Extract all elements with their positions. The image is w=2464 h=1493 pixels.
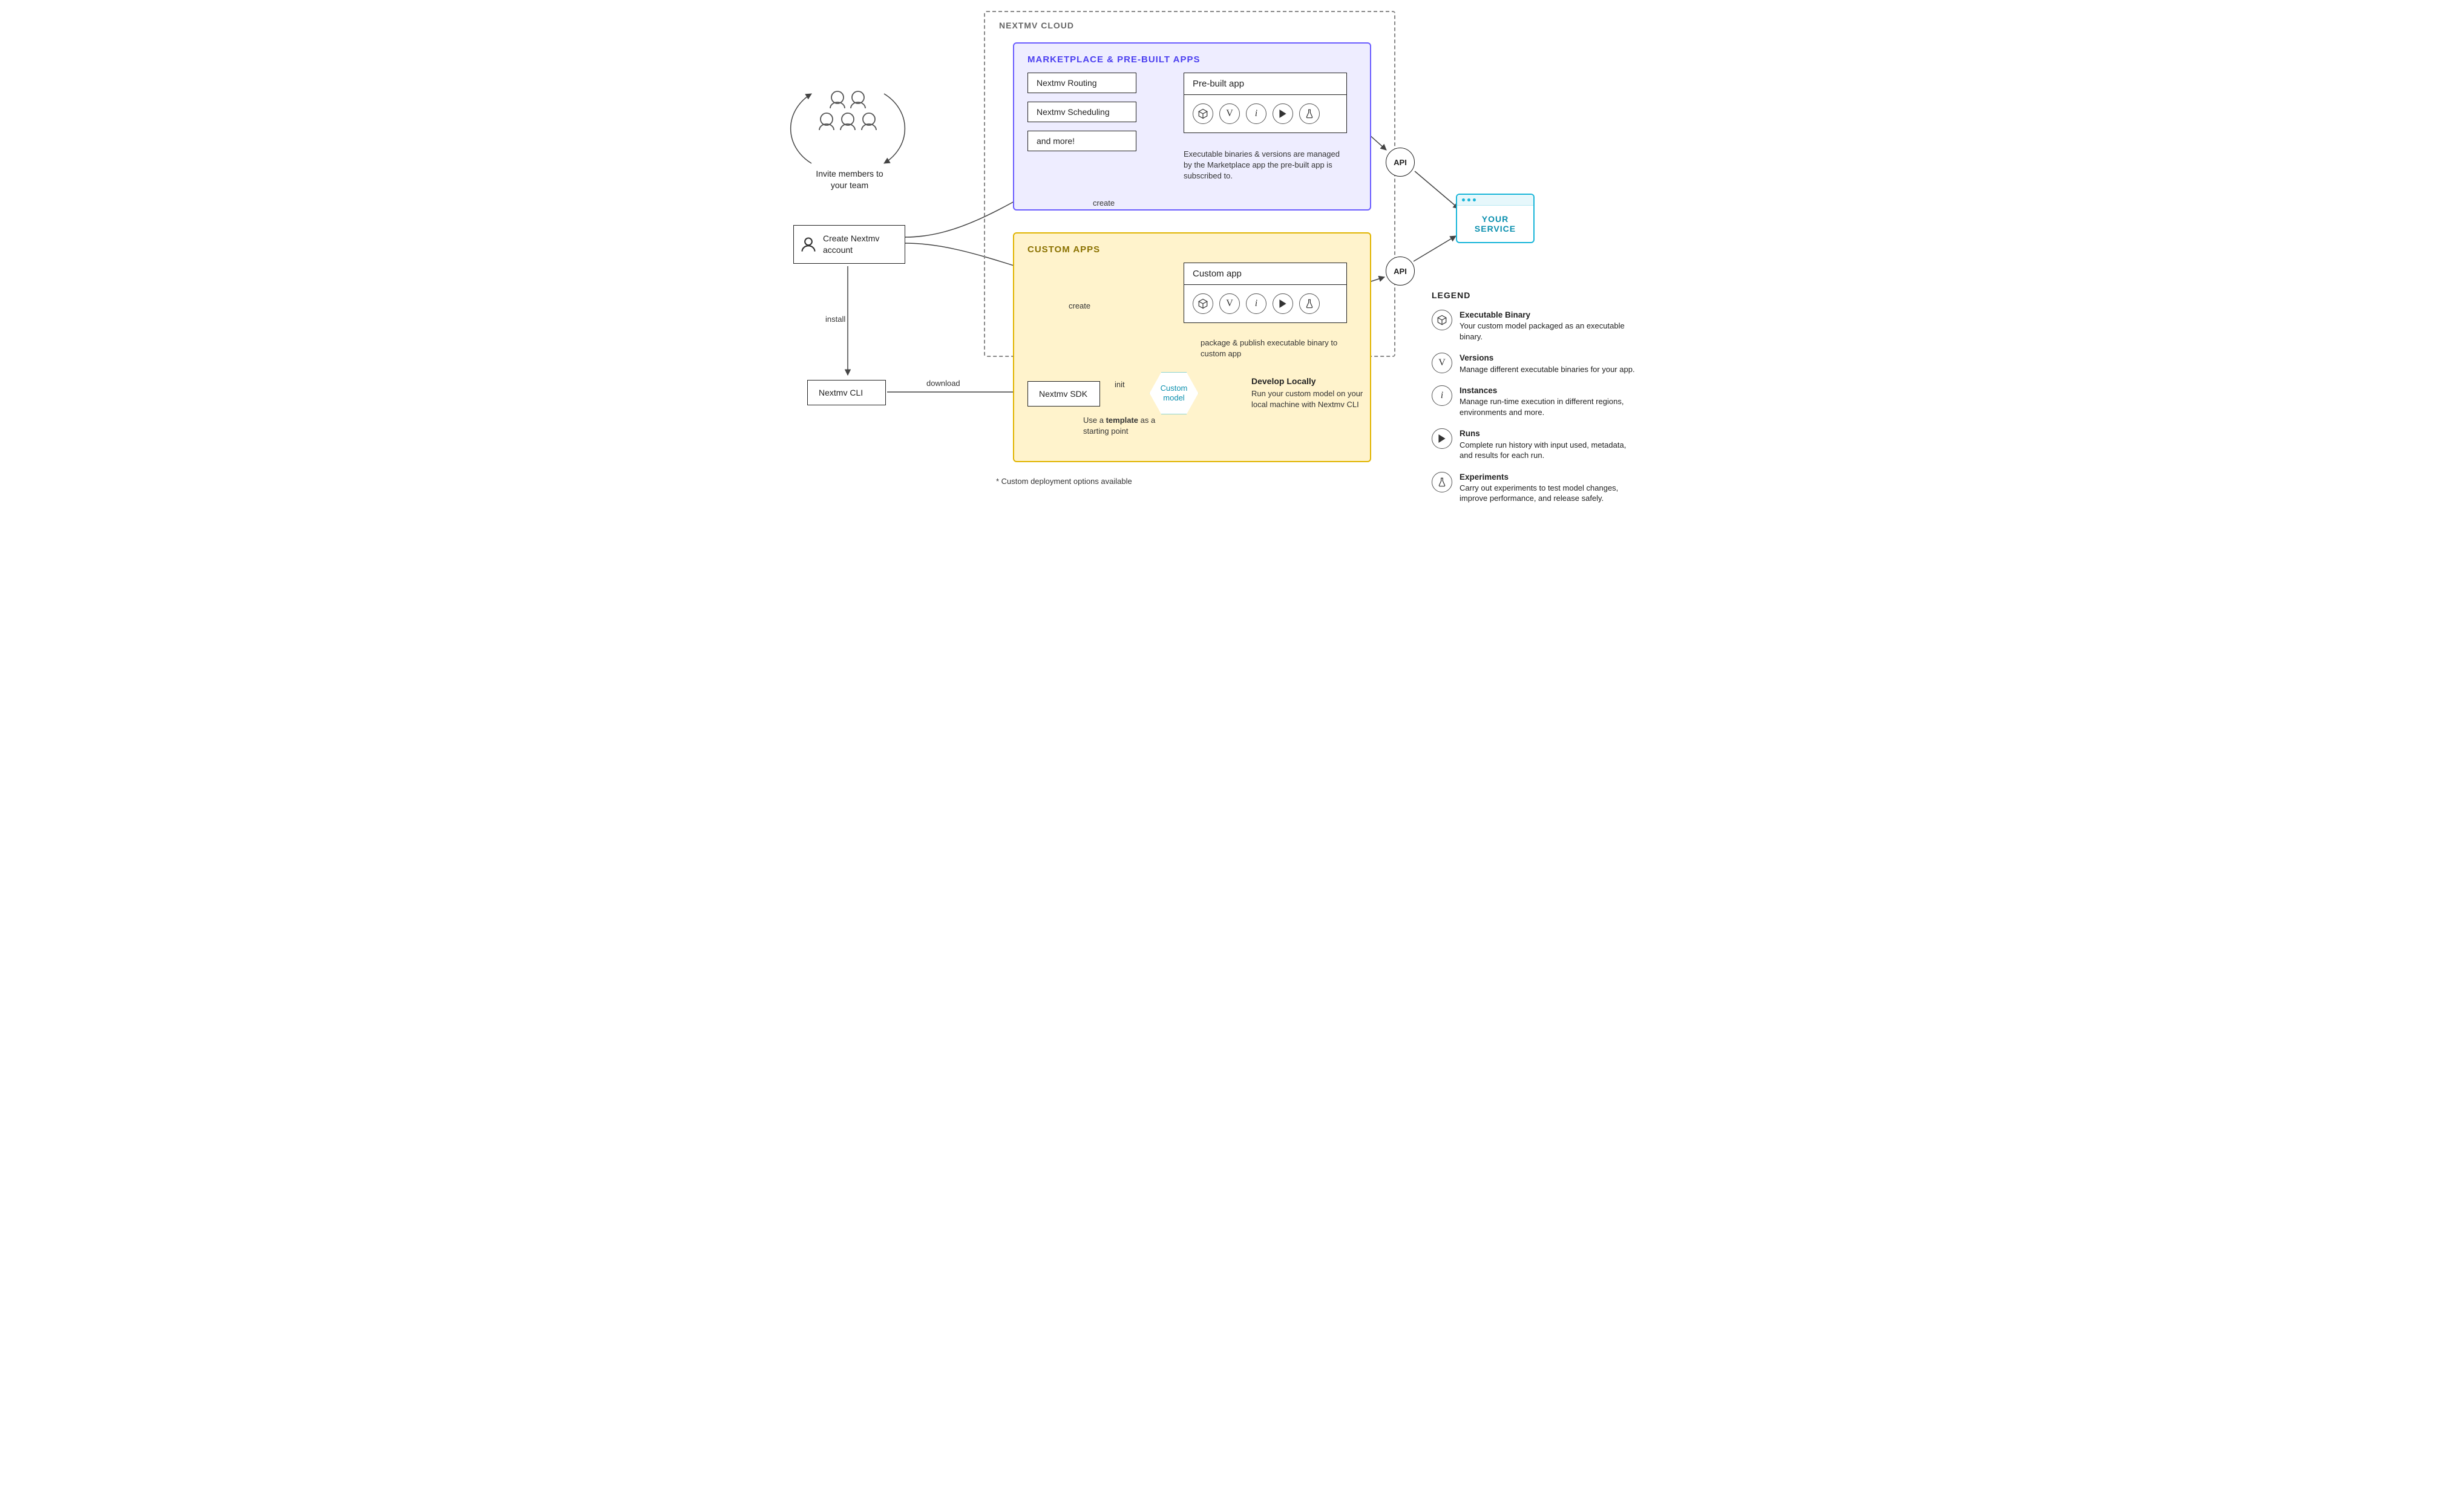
cube-icon: [1432, 310, 1452, 330]
legend-item-desc: Manage different executable binaries for…: [1460, 365, 1635, 374]
legend-item-name: Experiments: [1460, 472, 1509, 482]
footnote: * Custom deployment options available: [996, 477, 1132, 486]
sdk-box: Nextmv SDK: [1027, 381, 1100, 407]
develop-locally-body: Run your custom model on your local mach…: [1251, 388, 1372, 410]
cli-box: Nextmv CLI: [807, 380, 886, 405]
legend-item-name: Executable Binary: [1460, 310, 1530, 319]
api-badge-top: API: [1386, 148, 1415, 177]
marketplace-title: MARKETPLACE & PRE-BUILT APPS: [1027, 54, 1357, 65]
legend: LEGEND Executable Binary Your custom mode…: [1432, 290, 1650, 515]
runs-icon: [1432, 428, 1452, 449]
custom-title: CUSTOM APPS: [1027, 244, 1357, 255]
marketplace-item: Nextmv Scheduling: [1027, 102, 1136, 122]
create-label-1: create: [1093, 198, 1115, 207]
custom-app-card: Custom app V i: [1184, 263, 1347, 323]
develop-locally-title: Develop Locally: [1251, 376, 1372, 386]
create-account-box: Create Nextmv account: [793, 225, 905, 264]
publish-note: package & publish executable binary to c…: [1201, 338, 1340, 359]
versions-icon: V: [1219, 293, 1240, 314]
prebuilt-app-card: Pre-built app V i: [1184, 73, 1347, 133]
create-account-label: Create Nextmv account: [823, 234, 879, 255]
runs-icon: [1273, 293, 1293, 314]
your-service-label: YOUR SERVICE: [1457, 206, 1533, 242]
experiments-icon: [1299, 293, 1320, 314]
marketplace-item: Nextmv Routing: [1027, 73, 1136, 93]
custom-apps-panel: CUSTOM APPS Custom app V i package & pub…: [1013, 232, 1371, 462]
api-badge-bottom: API: [1386, 256, 1415, 286]
marketplace-note: Executable binaries & versions are manag…: [1184, 149, 1347, 182]
legend-item-desc: Manage run-time execution in different r…: [1460, 397, 1624, 417]
instances-icon: i: [1432, 385, 1452, 406]
versions-icon: V: [1432, 353, 1452, 373]
init-label: init: [1115, 380, 1125, 389]
cube-icon: [1193, 103, 1213, 124]
legend-item-name: Runs: [1460, 429, 1480, 438]
experiments-icon: [1299, 103, 1320, 124]
runs-icon: [1273, 103, 1293, 124]
instances-icon: i: [1246, 103, 1266, 124]
marketplace-panel: MARKETPLACE & PRE-BUILT APPS Nextmv Rout…: [1013, 42, 1371, 211]
legend-row: i Instances Manage run-time execution in …: [1432, 385, 1650, 417]
cube-icon: [1193, 293, 1213, 314]
custom-app-title: Custom app: [1184, 263, 1346, 285]
sdk-note-bold: template: [1106, 416, 1138, 425]
instances-icon: i: [1246, 293, 1266, 314]
legend-row: V Versions Manage different executable bi…: [1432, 353, 1650, 374]
invite-members-label: Invite members to your team: [807, 168, 892, 191]
legend-item-desc: Your custom model packaged as an executa…: [1460, 321, 1625, 341]
marketplace-item: and more!: [1027, 131, 1136, 151]
create-label-2: create: [1069, 301, 1090, 310]
legend-item-name: Versions: [1460, 353, 1493, 362]
experiments-icon: [1432, 472, 1452, 492]
legend-row: ExperimentsCarry out experiments to test…: [1432, 472, 1650, 504]
legend-title: LEGEND: [1432, 290, 1650, 300]
legend-item-name: Instances: [1460, 386, 1497, 395]
members-icon-cluster: [814, 88, 881, 135]
diagram-canvas: NEXTMV CLOUD MARKETPLACE & PRE-BUILT APP…: [778, 0, 1686, 569]
user-icon: [800, 236, 817, 253]
legend-item-desc: Carry out experiments to test model chan…: [1460, 483, 1618, 503]
install-label: install: [825, 315, 845, 324]
legend-row: Executable Binary Your custom model packa…: [1432, 310, 1650, 342]
versions-icon: V: [1219, 103, 1240, 124]
prebuilt-app-title: Pre-built app: [1184, 73, 1346, 95]
legend-item-desc: Complete run history with input used, me…: [1460, 440, 1626, 460]
download-label: download: [926, 379, 960, 388]
legend-row: Runs Complete run history with input used…: [1432, 428, 1650, 460]
sdk-note-pre: Use a: [1083, 416, 1106, 425]
custom-model-hex: Custom model: [1148, 371, 1199, 415]
your-service-window: YOUR SERVICE: [1456, 194, 1535, 243]
custom-model-label: Custom model: [1150, 384, 1198, 402]
cloud-title: NEXTMV CLOUD: [999, 21, 1074, 30]
